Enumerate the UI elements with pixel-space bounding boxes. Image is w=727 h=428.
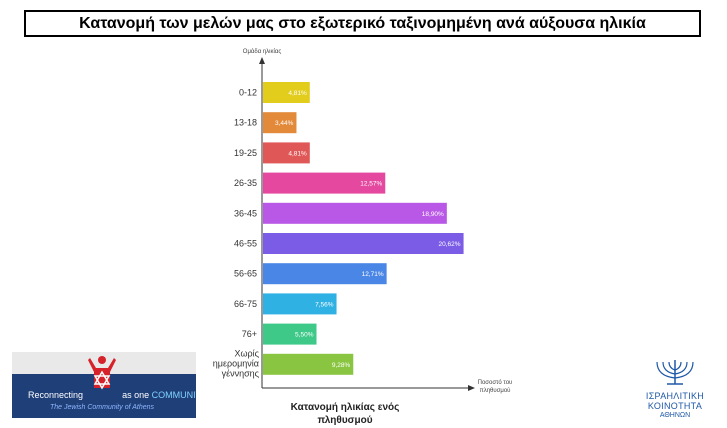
community-logo: ΙΣΡΑΗΛΙΤΙΚΗ ΚΟΙΝΟΤΗΤΑ ΑΘΗΝΩΝ <box>640 358 710 422</box>
bar-value-label: 12,57% <box>360 181 382 188</box>
chart-title: Κατανομή ηλικίας ενός πληθυσμού <box>291 402 400 426</box>
bar-value-label: 4,81% <box>288 150 307 157</box>
bar-value-label: 3,44% <box>275 120 294 127</box>
banner-text: Reconnecting as one COMMUNITY <box>28 390 196 400</box>
bar-6 <box>263 263 387 285</box>
y-axis-label: Ομάδα ηλικίας <box>243 48 282 55</box>
category-label: Χωρίς ημερομηνία γέννησης <box>213 348 260 378</box>
category-label: 36-45 <box>234 208 257 218</box>
bar-8 <box>263 323 317 345</box>
bar-value-label: 20,62% <box>439 241 461 248</box>
bar-value-label: 12,71% <box>362 271 384 278</box>
slide-title-text: Κατανομή των μελών μας στο εξωτερικό ταξ… <box>79 14 646 32</box>
bar-value-label: 7,56% <box>315 301 334 308</box>
people-icon <box>88 356 116 390</box>
category-label: 0-12 <box>239 88 257 98</box>
category-label: 26-35 <box>234 178 257 188</box>
bar-9 <box>263 353 354 375</box>
bar-3 <box>263 172 386 194</box>
category-label: 76+ <box>242 329 257 339</box>
bar-value-label: 5,50% <box>295 332 314 339</box>
logo-line-2: ΚΟΙΝΟΤΗΤΑ <box>647 401 703 411</box>
banner-subtitle: The Jewish Community of Athens <box>50 404 155 411</box>
x-axis-arrow <box>468 385 475 391</box>
logo-line-3: ΑΘΗΝΩΝ <box>659 412 691 419</box>
logo-line-1: ΙΣΡΑΗΛΙΤΙΚΗ <box>645 391 705 401</box>
category-label: 56-65 <box>234 269 257 279</box>
y-axis-arrow <box>259 57 265 64</box>
menorah-icon <box>656 360 694 385</box>
bar-4 <box>263 202 447 224</box>
banner-text-accent: COMMUNITY <box>151 390 196 400</box>
category-label: 46-55 <box>234 239 257 249</box>
bars-group: 4,81% 0-12 3,44% 13-18 4,81% 19-25 12,57% 26-35… <box>213 82 464 378</box>
category-label: 19-25 <box>234 148 257 158</box>
reconnecting-community-banner: Reconnecting as one COMMUNITY The Jewish… <box>12 352 196 418</box>
bar-value-label: 18,90% <box>422 211 444 218</box>
x-axis-label: Ποσοστό του πληθυσμού <box>478 379 513 394</box>
bar-7 <box>263 293 337 315</box>
bar-0 <box>263 82 310 103</box>
bar-value-label: 4,81% <box>288 90 307 97</box>
category-label: 13-18 <box>234 118 257 128</box>
bar-value-label: 9,28% <box>332 362 351 369</box>
banner-text-mid: as one <box>122 390 150 400</box>
bar-5 <box>263 233 464 254</box>
bar-1 <box>263 112 297 134</box>
banner-text-main: Reconnecting <box>28 390 84 400</box>
slide-title: Κατανομή των μελών μας στο εξωτερικό ταξ… <box>24 10 701 37</box>
bar-2 <box>263 142 310 164</box>
category-label: 66-75 <box>234 299 257 309</box>
